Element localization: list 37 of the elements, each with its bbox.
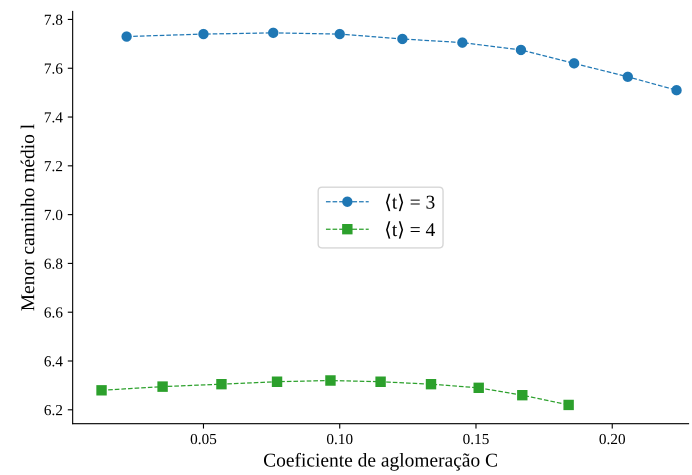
point bbox=[517, 390, 528, 400]
point bbox=[375, 376, 386, 387]
point bbox=[426, 378, 436, 390]
point bbox=[157, 381, 168, 392]
x-tick-label: 0.05 bbox=[190, 434, 216, 444]
x-tick-label: 0.15 bbox=[463, 434, 489, 444]
point bbox=[121, 31, 132, 42]
point bbox=[325, 375, 336, 386]
y-tick-label: 7.2 bbox=[44, 161, 62, 172]
y-tick-label: 7.4 bbox=[44, 112, 63, 123]
point bbox=[216, 378, 227, 390]
point bbox=[397, 34, 408, 44]
x-tick-label: 0.20 bbox=[599, 434, 626, 444]
point bbox=[563, 400, 574, 410]
point bbox=[268, 28, 278, 38]
legend-label: ⟨t⟩ = 4 bbox=[386, 221, 435, 239]
point bbox=[457, 37, 468, 48]
legend-label: ⟨t⟩ = 3 bbox=[386, 194, 434, 212]
point bbox=[334, 28, 345, 40]
x-axis-title: Coeficiente de aglomeração C bbox=[264, 452, 497, 471]
point bbox=[473, 382, 484, 394]
y-tick-label: 6.4 bbox=[44, 356, 63, 367]
point bbox=[198, 28, 209, 40]
point bbox=[671, 84, 682, 96]
point bbox=[96, 385, 107, 396]
point bbox=[272, 376, 282, 387]
y-tick-label: 6.2 bbox=[44, 404, 62, 416]
y-tick-label: 7.0 bbox=[44, 210, 62, 220]
point bbox=[568, 58, 580, 69]
y-tick-label: 7.6 bbox=[44, 63, 62, 74]
point bbox=[516, 44, 526, 56]
y-axis-title: Menor caminho médio l bbox=[20, 124, 34, 311]
x-tick-label: 0.10 bbox=[326, 434, 353, 444]
y-tick-label: 6.8 bbox=[44, 258, 62, 269]
point bbox=[622, 72, 633, 82]
y-tick-label: 7.8 bbox=[44, 14, 62, 25]
y-tick-label: 6.6 bbox=[44, 307, 62, 318]
